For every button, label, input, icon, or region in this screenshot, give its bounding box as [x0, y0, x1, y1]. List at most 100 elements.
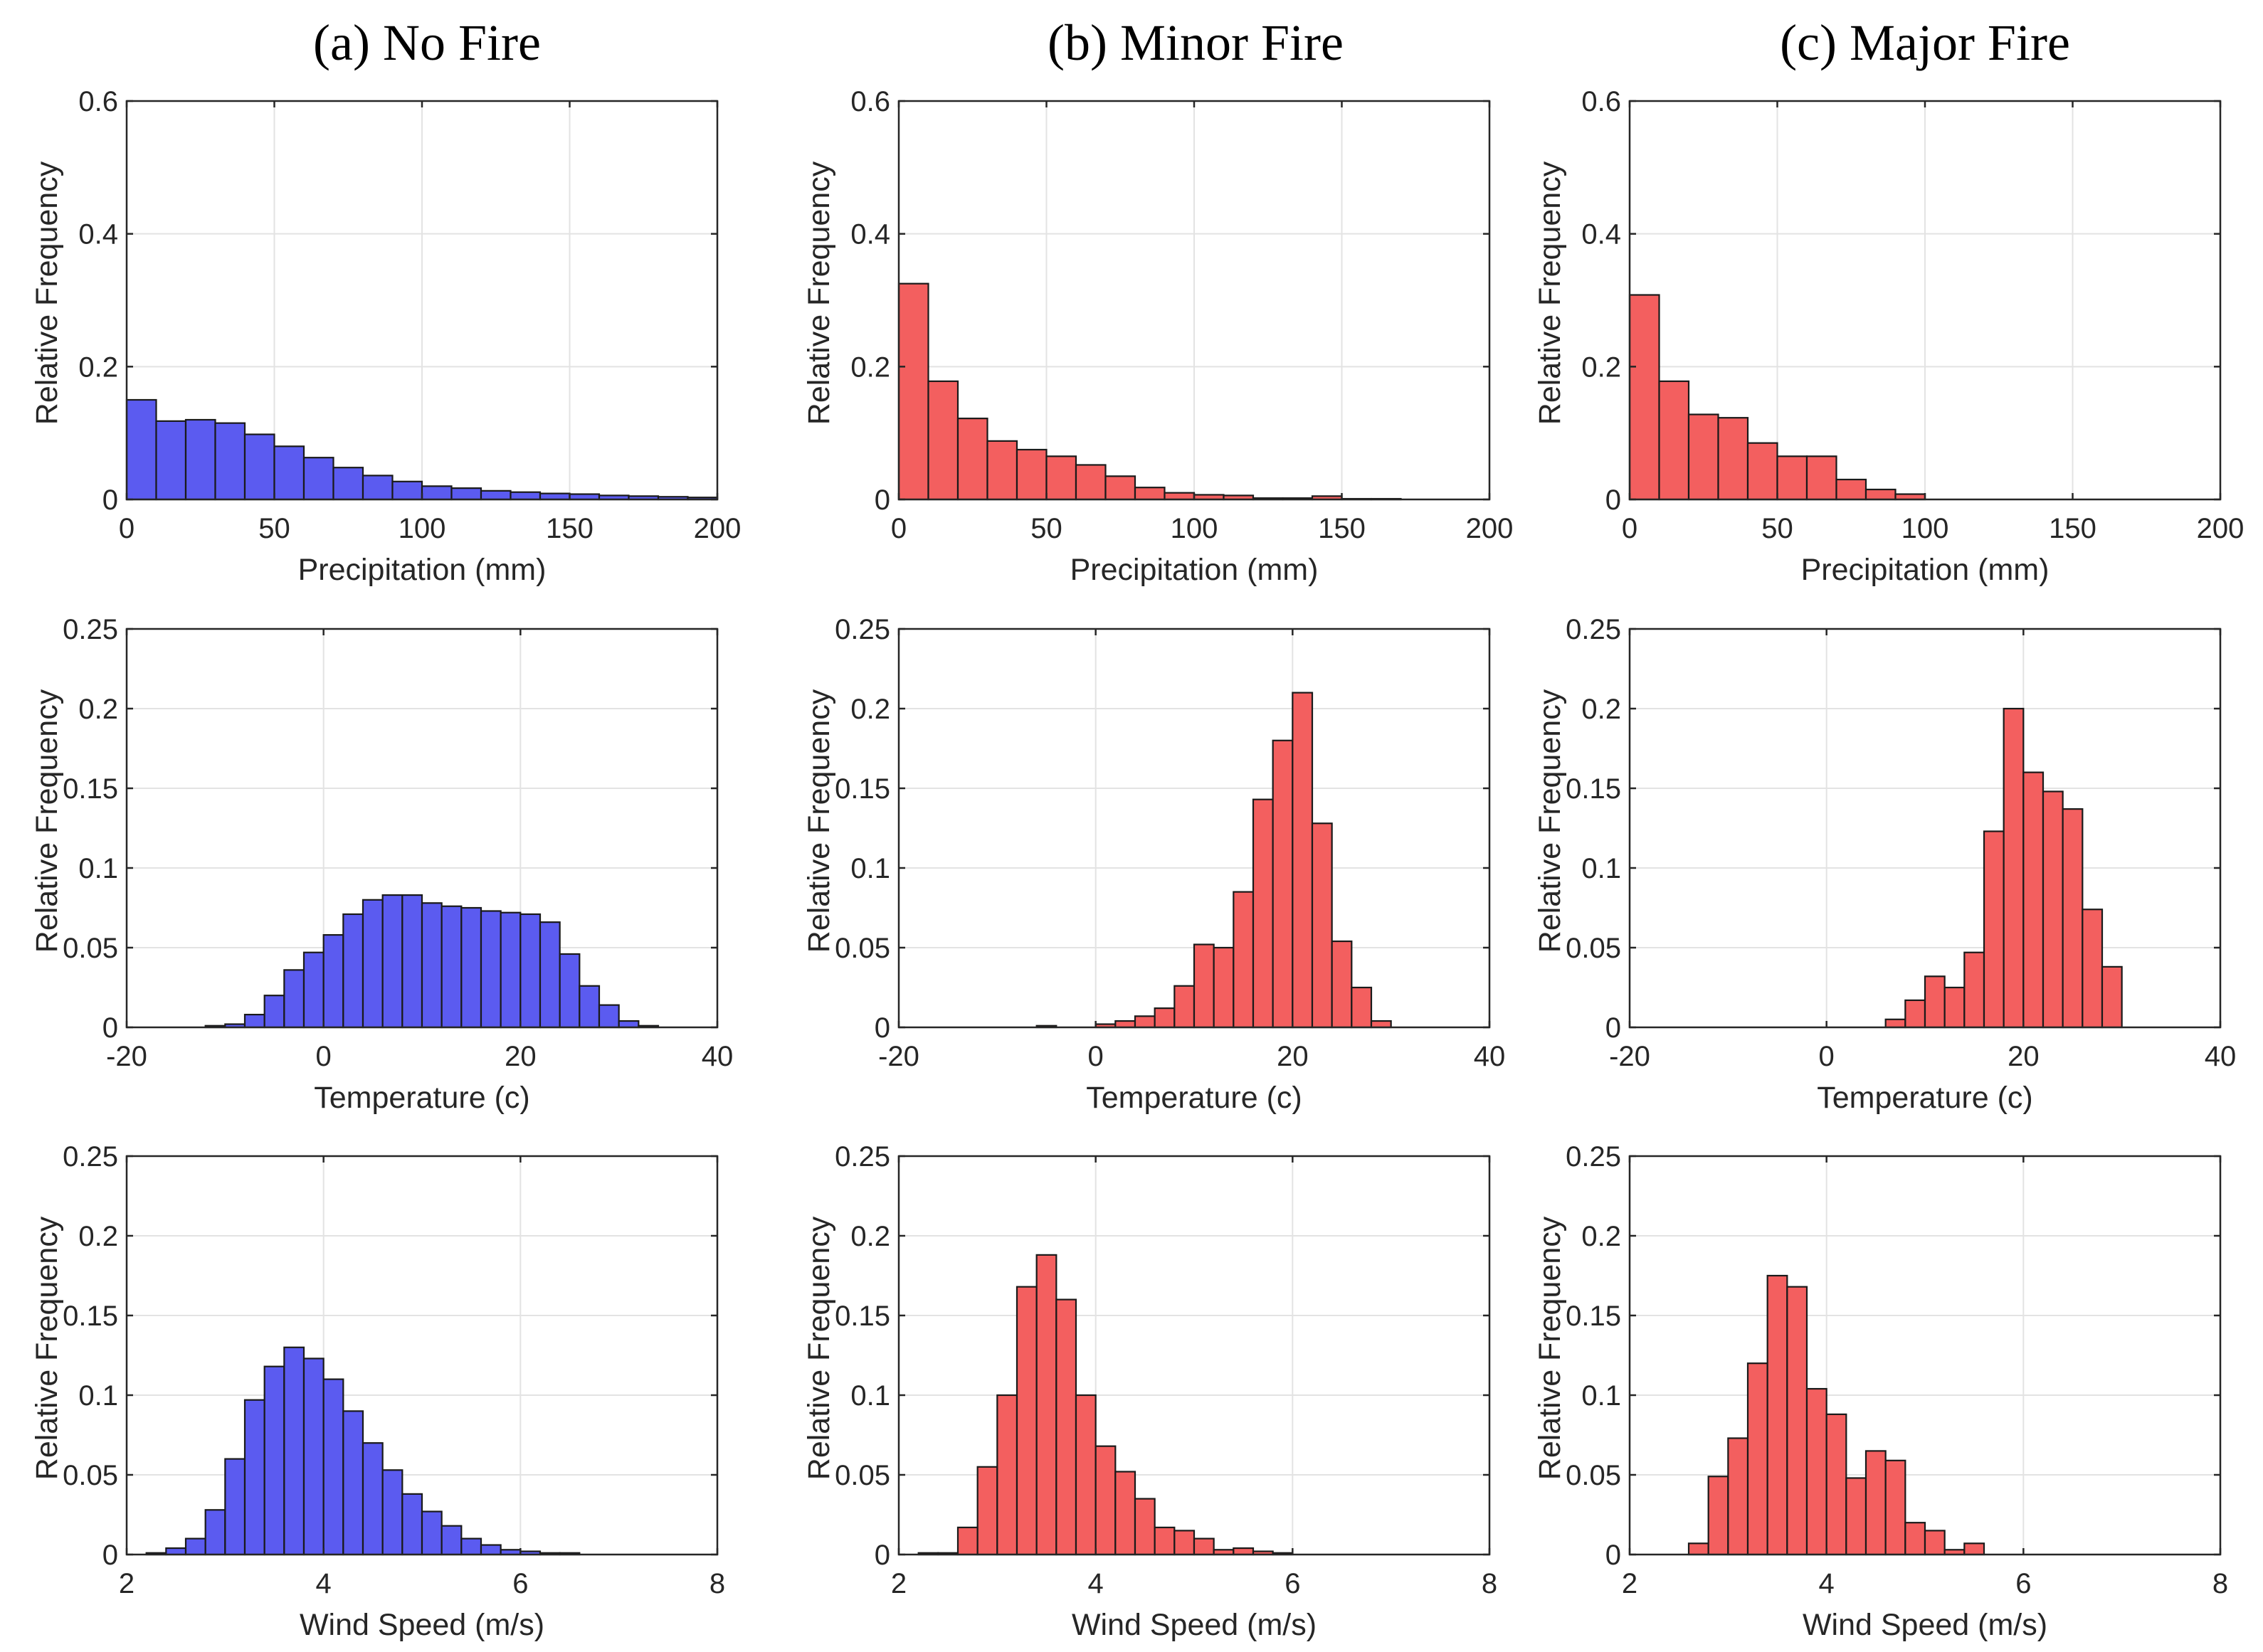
- y-tick-label: 0.1: [850, 853, 890, 884]
- histogram-bar: [184, 418, 216, 501]
- histogram-bar: [1983, 830, 2005, 1029]
- histogram-bar: [302, 951, 325, 1029]
- y-tick-label: 0.25: [835, 614, 890, 645]
- x-tick-label: 0: [1088, 1041, 1104, 1072]
- histogram-bar: [1045, 455, 1077, 501]
- y-tick-label: 0.25: [835, 1141, 890, 1172]
- histogram-bar: [618, 1020, 640, 1029]
- histogram-bar: [1104, 475, 1136, 501]
- y-axis-label: Relative Frequency: [1533, 1216, 1567, 1480]
- histogram-bar: [1845, 1477, 1867, 1556]
- x-axis-label: Temperature (c): [1817, 1081, 2032, 1115]
- histogram-bar: [1864, 488, 1897, 501]
- y-tick-label: 0.05: [835, 933, 890, 964]
- x-tick-label: 150: [1318, 513, 1366, 544]
- x-tick-label: 100: [1901, 513, 1949, 544]
- histogram-bar: [401, 894, 423, 1029]
- y-tick-label: 0.2: [1581, 1221, 1621, 1252]
- histogram-bar: [1805, 1387, 1827, 1556]
- x-tick-label: -20: [1609, 1041, 1650, 1072]
- y-axis-label: Relative Frequency: [1533, 161, 1567, 425]
- histogram-bar: [421, 485, 453, 501]
- histogram-bar: [1963, 1542, 1985, 1556]
- histogram-bar: [510, 491, 542, 501]
- x-tick-label: 4: [1819, 1568, 1835, 1599]
- y-tick-label: 0.1: [78, 1380, 118, 1412]
- y-tick-label: 0.15: [835, 773, 890, 805]
- y-tick-label: 0.2: [1581, 351, 1621, 383]
- x-tick-label: 150: [2049, 513, 2096, 544]
- x-tick-label: 20: [2008, 1041, 2040, 1072]
- histogram-bar: [362, 1442, 384, 1556]
- y-tick-label: 0.15: [63, 1301, 118, 1332]
- y-tick-label: 0.05: [1566, 1460, 1621, 1491]
- histogram-bar: [1707, 1476, 1729, 1556]
- x-axis-label: Temperature (c): [314, 1081, 529, 1115]
- axes-frame: [1628, 628, 2222, 1029]
- histogram-bar: [2003, 707, 2025, 1029]
- histogram-bar: [1864, 1450, 1887, 1556]
- histogram-bar: [1786, 1286, 1808, 1556]
- histogram-bar: [460, 906, 482, 1029]
- x-axis-label: Precipitation (mm): [1801, 553, 2050, 587]
- x-tick-label: 8: [2212, 1568, 2228, 1599]
- x-tick-label: 0: [1819, 1041, 1835, 1072]
- histogram-bar: [1213, 946, 1235, 1029]
- y-tick-label: 0.05: [835, 1460, 890, 1491]
- histogram-bar: [897, 282, 929, 501]
- histogram-bar: [539, 492, 571, 501]
- histogram-bar: [1114, 1020, 1136, 1029]
- histogram-bar: [263, 995, 285, 1029]
- y-tick-label: 0: [1605, 1540, 1621, 1571]
- histogram-bar: [1016, 1286, 1038, 1556]
- x-tick-label: 6: [2015, 1568, 2031, 1599]
- x-tick-label: 200: [1466, 513, 1514, 544]
- y-tick-label: 0.05: [63, 933, 118, 964]
- y-tick-label: 0.05: [63, 1460, 118, 1491]
- x-tick-label: 20: [1277, 1041, 1309, 1072]
- y-tick-label: 0.05: [1566, 933, 1621, 964]
- histogram-bar: [976, 1466, 998, 1556]
- y-tick-label: 0.25: [63, 614, 118, 645]
- y-tick-label: 0.4: [78, 219, 118, 250]
- histogram-bar: [1835, 478, 1867, 501]
- y-tick-label: 0.25: [63, 1141, 118, 1172]
- histogram-bar: [441, 1525, 463, 1556]
- histogram-bar: [539, 921, 561, 1029]
- histogram-bar: [1035, 1254, 1057, 1556]
- y-axis-label: Relative Frequency: [1533, 689, 1567, 953]
- x-tick-label: 4: [316, 1568, 332, 1599]
- y-tick-label: 0.2: [78, 694, 118, 725]
- y-tick-label: 0.15: [1566, 1301, 1621, 1332]
- histogram-bar: [342, 1410, 364, 1556]
- panel-c-major-fire-wind-speed-m-s: 2 4 6 8 0 0.05 0.1 0.15 0.2 0.25 Wind Speed (m/s) R…: [1533, 1141, 2228, 1642]
- x-tick-label: 40: [2205, 1041, 2237, 1072]
- x-tick-label: 50: [258, 513, 290, 544]
- histogram-bar: [480, 1544, 502, 1556]
- axes-frame: [897, 1155, 1491, 1556]
- x-tick-label: 0: [891, 513, 907, 544]
- histogram-bar: [1628, 294, 1660, 501]
- histogram-bar: [1687, 413, 1719, 501]
- y-tick-label: 0.2: [850, 1221, 890, 1252]
- histogram-bar: [381, 894, 403, 1029]
- histogram-bar: [243, 433, 275, 501]
- x-tick-label: 200: [2197, 513, 2244, 544]
- histogram-bar: [598, 1004, 620, 1029]
- histogram-bar: [2022, 771, 2045, 1029]
- x-tick-label: 200: [694, 513, 742, 544]
- axes-frame: [897, 628, 1491, 1029]
- histogram-bar: [1924, 975, 1946, 1029]
- y-tick-label: 0.1: [1581, 853, 1621, 884]
- axes-frame: [125, 1155, 719, 1556]
- y-tick-label: 0.2: [78, 1221, 118, 1252]
- histogram-bar: [996, 1394, 1018, 1556]
- panel-a-no-fire-wind-speed-m-s: 2 4 6 8 0 0.05 0.1 0.15 0.2 0.25 Wind Speed (m/s) R…: [30, 1141, 725, 1642]
- y-tick-label: 0.1: [78, 853, 118, 884]
- y-tick-label: 0.15: [835, 1301, 890, 1332]
- panel-c-major-fire-precipitation-mm: 0 50 100 150 200 0 0.2 0.4 0.6 Precipitation (mm)…: [1533, 86, 2244, 587]
- histogram-bar: [1233, 1547, 1255, 1556]
- y-tick-label: 0.15: [63, 773, 118, 805]
